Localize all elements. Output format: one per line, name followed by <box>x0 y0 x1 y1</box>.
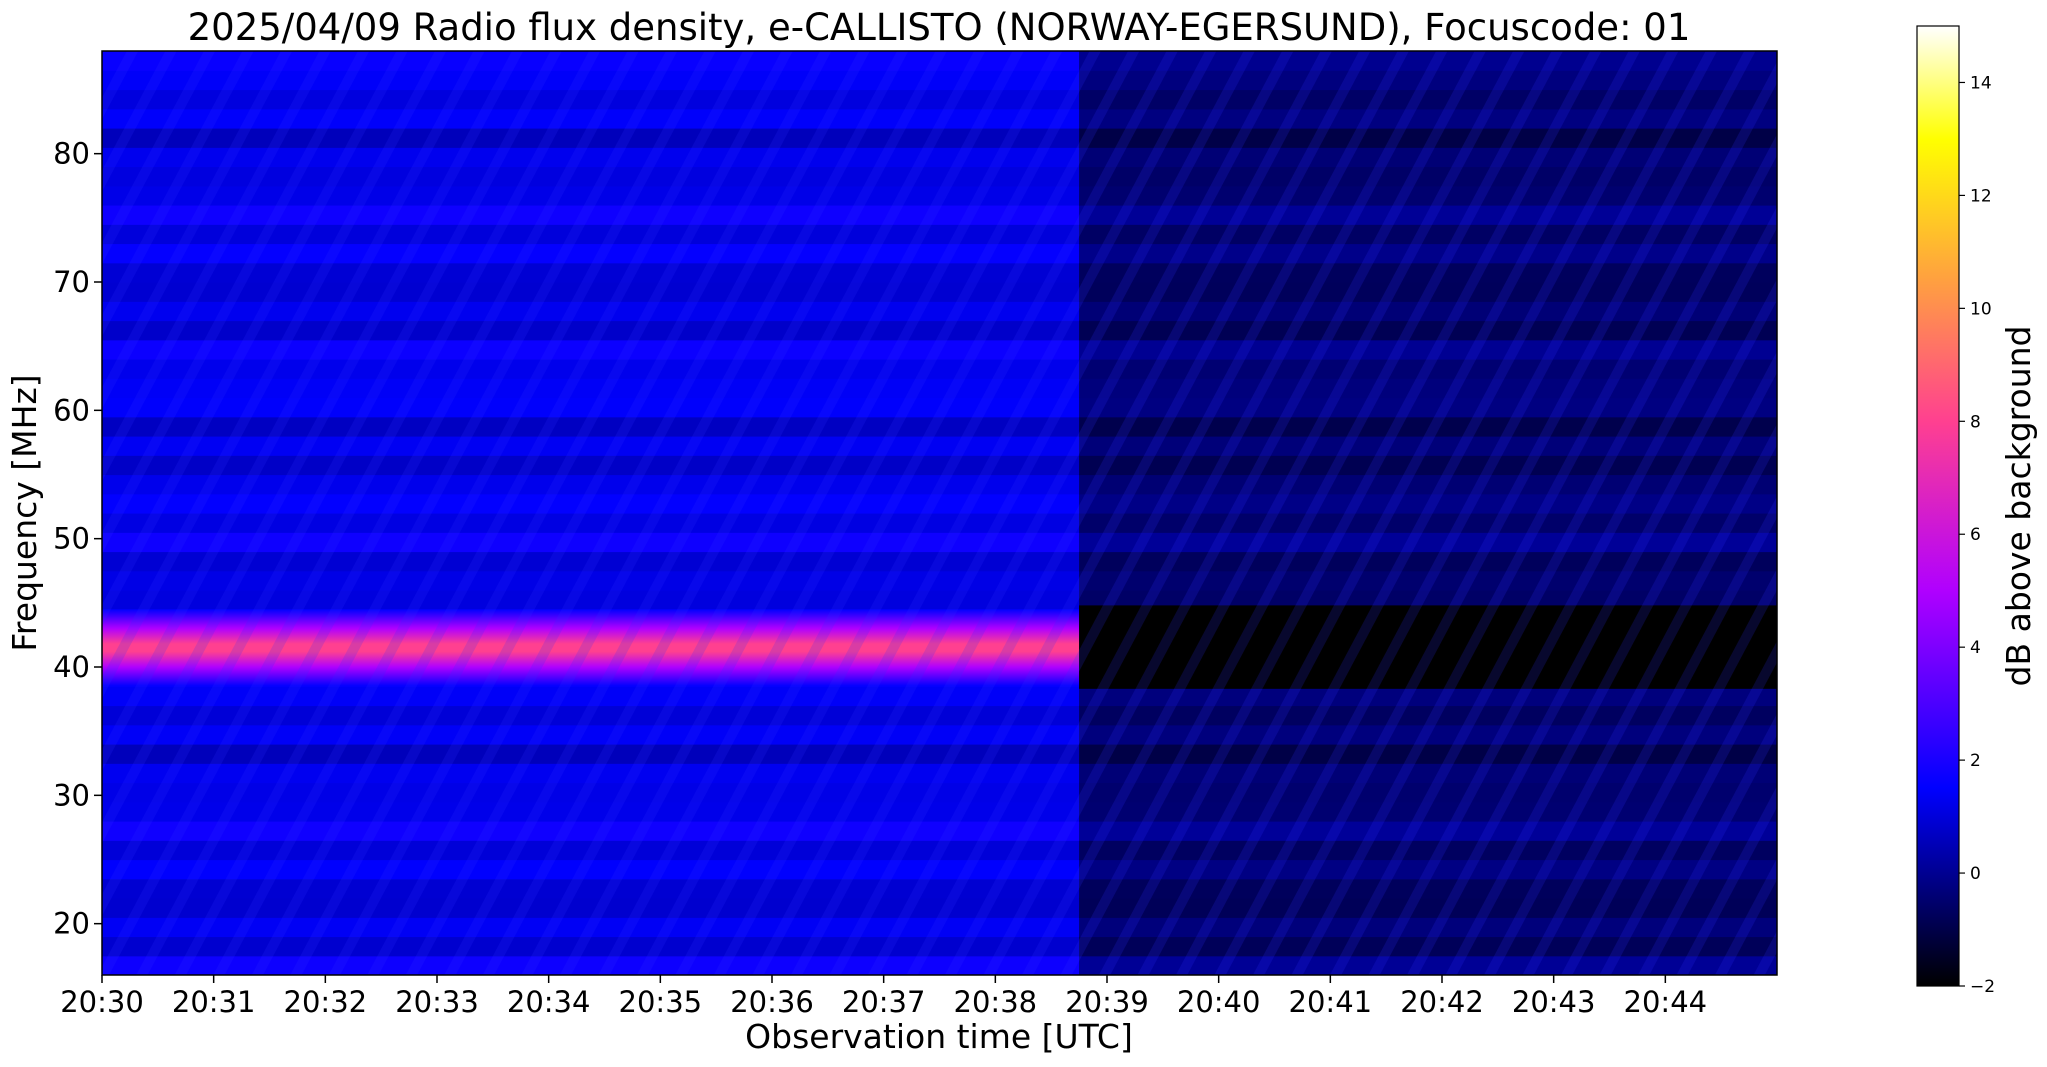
plot-frame <box>101 50 1778 976</box>
colorbar-tick-label: 10 <box>1970 299 1992 319</box>
colorbar-tick-label: −2 <box>1970 977 1995 997</box>
x-tick-label: 20:44 <box>1624 985 1708 1019</box>
y-tick-label: 50 <box>53 522 90 556</box>
x-axis: 20:30 20:31 20:32 20:33 20:34 20:35 20:36 20:37… <box>60 975 1707 1019</box>
colorbar-tick-label: 0 <box>1970 864 1981 884</box>
x-tick-label: 20:38 <box>954 985 1038 1019</box>
x-tick-label: 20:35 <box>619 985 703 1019</box>
y-tick-label: 70 <box>53 265 90 299</box>
x-tick-label: 20:31 <box>172 985 256 1019</box>
y-tick-label: 80 <box>53 137 90 171</box>
plot-area <box>102 51 1777 975</box>
x-tick-label: 20:37 <box>842 985 926 1019</box>
x-tick-label: 20:43 <box>1512 985 1596 1019</box>
x-tick-label: 20:40 <box>1177 985 1261 1019</box>
y-tick-label: 20 <box>53 907 90 941</box>
colorbar-tick-label: 14 <box>1970 73 1992 93</box>
colorbar-tick-label: 4 <box>1970 638 1981 658</box>
colorbar-tick-label: 2 <box>1970 751 1981 771</box>
y-tick-label: 60 <box>53 393 90 427</box>
colorbar-tick-label: 6 <box>1970 525 1981 545</box>
chart-title: 2025/04/09 Radio flux density, e-CALLIST… <box>188 6 1691 49</box>
x-tick-label: 20:42 <box>1400 985 1484 1019</box>
x-tick-label: 20:39 <box>1065 985 1149 1019</box>
colorbar-tick-label: 8 <box>1970 412 1981 432</box>
colorbar-gradient <box>1916 25 1960 987</box>
x-tick-label: 20:36 <box>730 985 814 1019</box>
x-tick-label: 20:34 <box>507 985 591 1019</box>
drift-stripes <box>102 51 1777 975</box>
x-axis-label: Observation time [UTC] <box>745 1017 1133 1056</box>
colorbar-label: dB above background <box>1999 326 2038 687</box>
x-tick-label: 20:32 <box>284 985 368 1019</box>
y-axis: 20 30 40 50 60 70 80 <box>53 137 102 941</box>
x-tick-label: 20:33 <box>395 985 479 1019</box>
y-tick-label: 30 <box>53 778 90 812</box>
colorbar: −2 0 2 4 6 8 10 12 14 dB above background <box>1916 25 2038 997</box>
y-tick-label: 40 <box>53 650 90 684</box>
x-tick-label: 20:41 <box>1289 985 1373 1019</box>
x-tick-label: 20:30 <box>60 985 144 1019</box>
colorbar-ticks: −2 0 2 4 6 8 10 12 14 <box>1959 73 1995 997</box>
colorbar-tick-label: 12 <box>1970 186 1992 206</box>
y-axis-label: Frequency [MHz] <box>5 374 44 651</box>
